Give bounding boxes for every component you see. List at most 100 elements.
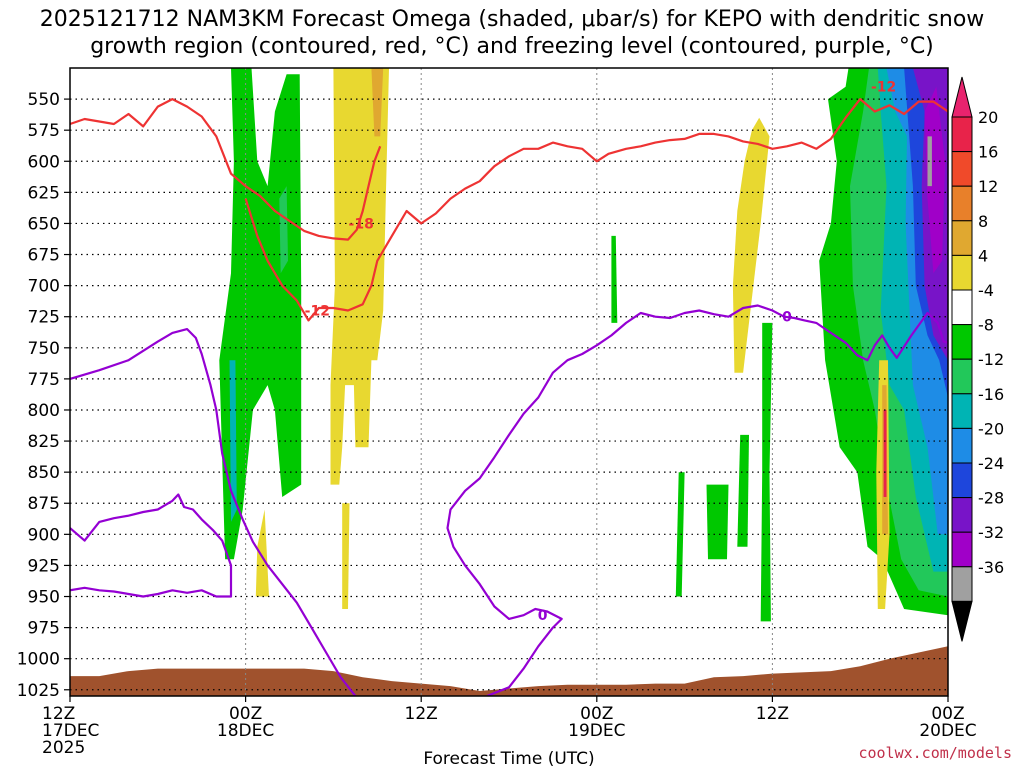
y-axis-ticks: 550 575 600 625 650 675 700 725 750 775 800 825 850 8… [17,90,70,701]
x-tick-label-0-1: 17DEC [42,721,99,741]
colorbar-segment-9 [951,427,973,464]
y-tick-label-800: 800 [28,401,60,421]
colorbar-top-cap [951,76,973,118]
y-tick-label-625: 625 [28,183,60,203]
y-tick-label-675: 675 [28,246,60,266]
colorbar-label-6: -8 [978,316,994,335]
dgz-contours: -18 -12 -12 [70,80,948,322]
y-tick-label-875: 875 [28,494,60,514]
y-tick-label-775: 775 [28,370,60,390]
omega-region-4 [371,68,384,137]
terrain-polygon [70,646,948,696]
colorbar-segment-7 [951,358,973,395]
freezing-level-contours: 00 [70,304,948,696]
colorbar-segment-4 [951,254,973,291]
y-tick-label-575: 575 [28,121,60,141]
colorbar-label-1: 16 [978,143,998,162]
colorbar-segment-8 [951,393,973,429]
plot-frame [69,67,949,697]
y-tick-label-850: 850 [28,463,60,483]
colorbar-bottom-cap [951,600,973,642]
omega-region-2 [229,360,237,522]
omega-region-0 [219,68,302,560]
omega-region-1 [279,186,288,274]
colorbar-label-4: 4 [978,246,988,265]
omega-region-19 [924,86,946,274]
y-tick-label-900: 900 [28,525,60,545]
colorbar-segment-12 [951,531,973,568]
dgz-label-0: -18 [349,216,374,232]
colorbar-segment-5 [951,289,973,326]
omega-shading [219,68,948,622]
y-tick-label-925: 925 [28,556,60,576]
colorbar-label-7: -12 [978,350,1004,369]
colorbar: 20 16 12 8 4 -4 -8 -12 -16 -20 -24 -28 -32 -36 [951,76,1004,642]
omega-region-12 [760,322,773,622]
terrain-fill [70,646,948,696]
y-tick-label-950: 950 [28,588,60,608]
freezing-label-1: 0 [538,608,548,624]
omega-region-10 [706,484,729,560]
x-tick-label-1-1: 18DEC [217,721,274,741]
x-tick-label-1-0: 00Z [229,704,262,724]
y-tick-label-600: 600 [28,152,60,172]
y-tick-label-825: 825 [28,432,60,452]
colorbar-label-5: -4 [978,281,994,300]
omega-region-3 [330,68,389,485]
colorbar-segment-13 [951,566,973,602]
dgz-label-1: -12 [305,303,330,319]
y-tick-label-750: 750 [28,339,60,359]
dgz-label-2: -12 [871,80,896,96]
colorbar-label-11: -28 [978,489,1004,508]
colorbar-label-3: 8 [978,212,988,231]
gridlines [70,68,948,696]
omega-region-8 [611,235,618,323]
x-tick-label-5-0: 00Z [931,704,964,724]
y-tick-label-650: 650 [28,214,60,234]
omega-region-20 [927,136,932,187]
colorbar-label-10: -24 [978,454,1004,473]
chart-title-line1: 2025121712 NAM3KM Forecast Omega (shaded… [40,7,985,32]
x-tick-label-3-1: 19DEC [568,721,625,741]
colorbar-segment-6 [951,324,973,360]
freezing-contour-1 [446,304,948,696]
x-tick-label-3-0: 00Z [580,704,613,724]
y-tick-label-1025: 1025 [17,681,60,701]
colorbar-segment-2 [951,185,973,222]
chart-title-line2: growth region (contoured, red, °C) and f… [90,34,934,59]
omega-region-6 [342,503,350,609]
colorbar-label-2: 12 [978,177,998,196]
colorbar-segment-0 [951,116,973,153]
x-tick-label-4-0: 12Z [756,704,789,724]
omega-region-9 [675,472,685,597]
x-tick-label-0-2: 2025 [42,738,85,758]
dgz-contour-1 [244,97,948,322]
colorbar-segment-11 [951,497,973,533]
dgz-contour-0 [70,97,382,241]
credit-text: coolwx.com/models [858,744,1012,762]
y-tick-label-725: 725 [28,308,60,328]
y-tick-label-975: 975 [28,619,60,639]
omega-region-5 [255,509,269,597]
y-tick-label-550: 550 [28,90,60,110]
colorbar-label-9: -20 [978,419,1004,438]
colorbar-segment-3 [951,220,973,256]
omega-region-23 [883,410,887,497]
y-tick-label-700: 700 [28,277,60,297]
colorbar-segment-10 [951,462,973,499]
x-tick-label-5-1: 20DEC [919,721,976,741]
y-tick-label-1000: 1000 [17,650,60,670]
omega-region-11 [737,434,749,547]
freezing-contour-0 [70,328,357,696]
colorbar-label-13: -36 [978,558,1004,577]
colorbar-label-0: 20 [978,108,998,127]
colorbar-segment-1 [951,151,973,187]
x-tick-label-0-0: 12Z [42,704,75,724]
x-axis-label: Forecast Time (UTC) [423,749,594,768]
freezing-contour-2 [70,493,233,598]
colorbar-label-8: -16 [978,385,1004,404]
colorbar-label-12: -32 [978,523,1004,542]
x-tick-label-2-0: 12Z [405,704,438,724]
